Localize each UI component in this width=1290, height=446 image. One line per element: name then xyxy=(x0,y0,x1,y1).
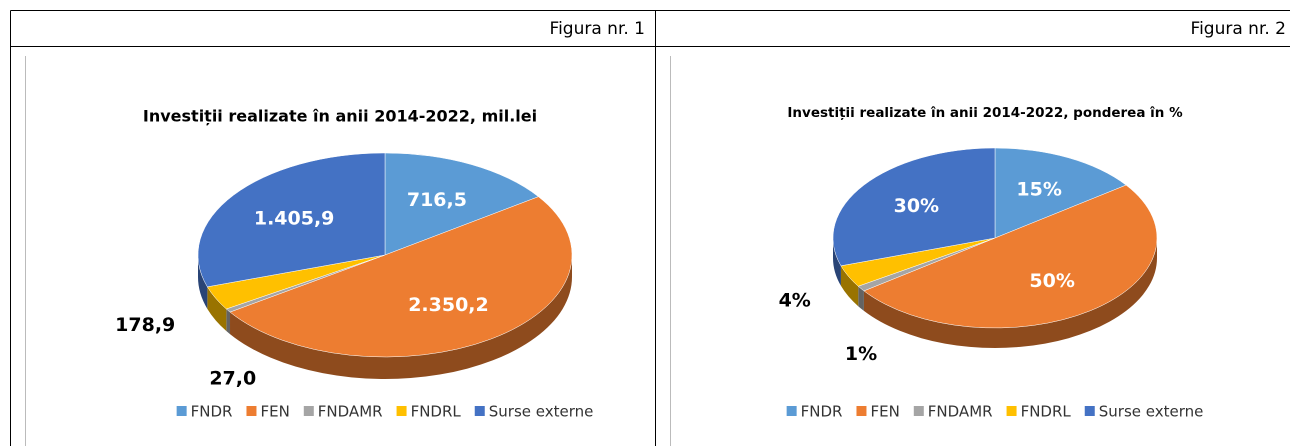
legend-label: Surse externe xyxy=(489,403,594,421)
table-borders xyxy=(10,10,1290,446)
pie-side xyxy=(207,286,227,331)
data-label: 2.350,2 xyxy=(408,294,489,316)
legend-swatch xyxy=(303,406,314,416)
pie-side xyxy=(230,255,572,380)
legend-label: FEN xyxy=(260,403,289,421)
pie-slice xyxy=(229,196,573,358)
pie-slice xyxy=(994,147,1127,239)
legend-swatch xyxy=(786,406,797,416)
data-label: 178,9 xyxy=(115,314,175,336)
legend-label: FNDAMR xyxy=(928,403,993,421)
legend-label: Surse externe xyxy=(1099,403,1204,421)
legend: FNDR FEN FNDAMR FNDRL Surse externe xyxy=(786,403,1204,421)
pie-side xyxy=(833,238,841,286)
legend-label: FNDRL xyxy=(411,403,462,421)
legend-swatch xyxy=(246,406,257,416)
pie-side xyxy=(863,238,1157,348)
legend-swatch xyxy=(176,406,187,416)
pie-side xyxy=(858,286,864,311)
data-label: 4% xyxy=(779,289,811,311)
legend-swatch xyxy=(396,406,407,416)
legend-swatch xyxy=(1006,406,1017,416)
legend-swatch xyxy=(913,406,924,416)
legend-label: FEN xyxy=(870,403,899,421)
pie-slice xyxy=(832,147,996,267)
legend-label: FNDRL xyxy=(1021,403,1072,421)
legend-swatch xyxy=(1084,406,1095,416)
data-label: 1% xyxy=(845,343,877,365)
pie-slice xyxy=(197,152,386,288)
chart-title: Investiții realizate în anii 2014-2022, … xyxy=(787,105,1183,121)
data-label: 1.405,9 xyxy=(254,208,335,230)
pie-side xyxy=(198,255,208,309)
legend-label: FNDAMR xyxy=(318,403,383,421)
data-label: 30% xyxy=(894,195,939,217)
legend-label: FNDR xyxy=(801,403,843,421)
pie-slice xyxy=(863,184,1158,329)
pie-side xyxy=(840,265,859,307)
legend: FNDR FEN FNDAMR FNDRL Surse externe xyxy=(176,403,594,421)
pie-slice xyxy=(384,152,539,256)
data-label: 716,5 xyxy=(407,189,467,211)
figure-label: Figura nr. 1 xyxy=(550,19,645,39)
legend-swatch xyxy=(856,406,867,416)
data-label: 50% xyxy=(1029,270,1074,292)
figure-label: Figura nr. 2 xyxy=(1191,19,1286,39)
data-label: 15% xyxy=(1016,178,1061,200)
legend-label: FNDR xyxy=(191,403,233,421)
chart-title: Investiții realizate în anii 2014-2022, … xyxy=(143,107,537,126)
data-label: 27,0 xyxy=(209,368,256,390)
pie-side xyxy=(226,308,231,335)
legend-swatch xyxy=(474,406,485,416)
